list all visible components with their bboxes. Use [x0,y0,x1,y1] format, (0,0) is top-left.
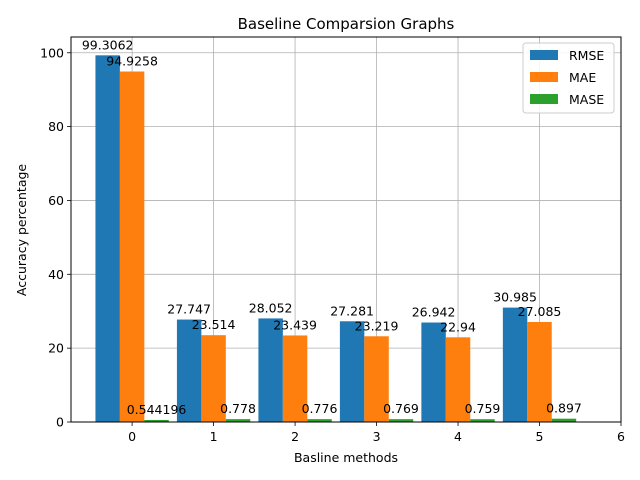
bar-mae-5 [527,321,552,422]
data-label-mase-0: 0.544196 [127,402,187,417]
data-labels: 99.3062 27.747 28.052 27.281 26.942 30.985 94.… [82,37,582,417]
data-label-rmse-2: 28.052 [249,300,293,315]
bar-rmse-1 [176,319,202,422]
x-axis-ticks: 0 1 2 3 4 5 6 [128,422,625,444]
x-tick-label: 6 [617,429,625,444]
bar-mase-0 [144,419,169,422]
legend-label-mase: MASE [569,92,604,107]
x-tick-label: 1 [210,429,218,444]
data-label-mae-2: 23.439 [273,317,317,332]
data-label-mae-0: 94.9258 [106,54,158,69]
y-axis-label: Accuracy percentage [14,164,29,297]
data-label-mae-4: 22.94 [440,319,476,334]
bar-mae-3 [364,336,389,422]
legend-swatch-rmse [530,50,558,60]
y-tick-label: 80 [48,119,64,134]
legend-label-rmse: RMSE [569,48,604,63]
y-tick-label: 40 [48,267,64,282]
y-tick-label: 0 [56,415,64,430]
plot-frame [70,36,622,423]
legend-swatch-mae [530,72,558,82]
data-label-mase-1: 0.778 [220,401,256,416]
data-label-mase-5: 0.897 [546,401,582,416]
chart-title: Baseline Comparsion Graphs [238,15,455,33]
x-tick-label: 2 [291,429,299,444]
y-tick-label: 100 [40,45,64,60]
bar-mae-2 [282,335,308,422]
legend: RMSE MAE MASE [522,42,615,114]
bar-mase-4 [470,419,495,422]
data-label-mae-1: 23.514 [192,317,236,332]
bar-rmse-3 [339,321,365,422]
data-label-mae-3: 23.219 [355,318,399,333]
data-label-rmse-3: 27.281 [330,303,374,318]
data-label-rmse-4: 26.942 [412,305,456,320]
legend-swatch-mase [530,94,558,104]
bar-mase-1 [225,419,251,422]
x-axis-label: Basline methods [294,450,398,465]
legend-label-mae: MAE [569,70,596,85]
bar-rmse-5 [502,307,528,422]
bar-rmse-4 [421,322,446,422]
data-label-rmse-1: 27.747 [167,302,211,317]
x-tick-label: 3 [373,429,381,444]
x-tick-label: 4 [454,429,462,444]
bar-mase-3 [388,419,414,422]
data-label-rmse-5: 30.985 [493,290,537,305]
bar-mase-2 [307,419,332,422]
data-label-mase-4: 0.759 [465,401,501,416]
x-tick-label: 0 [128,429,136,444]
y-axis-ticks: 0 20 40 60 80 100 [40,45,71,430]
bars [95,55,577,422]
bar-mae-1 [201,335,226,422]
data-label-mae-5: 27.085 [518,304,562,319]
bar-mae-4 [445,337,471,422]
x-tick-label: 5 [536,429,544,444]
bar-rmse-2 [258,318,283,422]
bar-mase-5 [551,418,577,422]
data-label-mase-2: 0.776 [302,401,338,416]
data-label-rmse-0: 99.3062 [82,37,134,52]
bar-rmse-0 [95,55,120,422]
bar-mae-0 [119,71,145,422]
data-label-mase-3: 0.769 [383,401,419,416]
y-tick-label: 60 [48,193,64,208]
y-tick-label: 20 [48,341,64,356]
